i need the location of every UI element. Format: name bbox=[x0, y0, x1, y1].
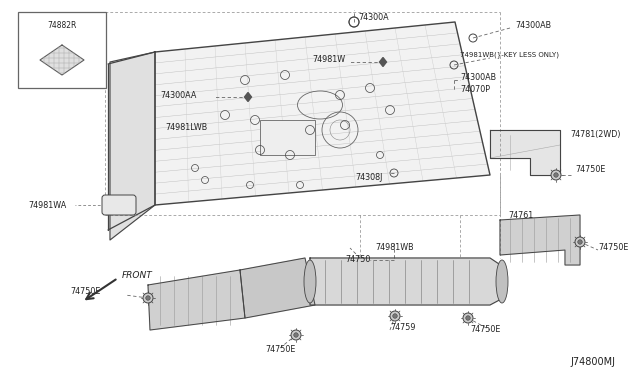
Text: 74750E: 74750E bbox=[70, 288, 100, 296]
Text: 74981WB(}-KEY LESS ONLY): 74981WB(}-KEY LESS ONLY) bbox=[460, 52, 559, 58]
Circle shape bbox=[554, 173, 558, 177]
Text: 74882R: 74882R bbox=[47, 22, 77, 31]
Text: 74300AA: 74300AA bbox=[160, 90, 196, 99]
Polygon shape bbox=[110, 52, 155, 240]
Circle shape bbox=[146, 296, 150, 300]
Text: 74750E: 74750E bbox=[575, 166, 605, 174]
Circle shape bbox=[294, 333, 298, 337]
Text: 74981W: 74981W bbox=[312, 55, 345, 64]
Circle shape bbox=[551, 170, 561, 180]
Text: 74750E: 74750E bbox=[598, 244, 628, 253]
Circle shape bbox=[291, 330, 301, 340]
Text: 74300AB: 74300AB bbox=[515, 20, 551, 29]
Text: 74308J: 74308J bbox=[355, 173, 382, 183]
Text: 74781(2WD): 74781(2WD) bbox=[570, 131, 621, 140]
Text: 74981WA: 74981WA bbox=[28, 201, 67, 209]
Polygon shape bbox=[500, 215, 580, 265]
Text: 74300A: 74300A bbox=[358, 13, 388, 22]
Polygon shape bbox=[490, 130, 560, 175]
Circle shape bbox=[466, 316, 470, 320]
Ellipse shape bbox=[496, 260, 508, 303]
Circle shape bbox=[393, 314, 397, 318]
Text: 74981LWB: 74981LWB bbox=[165, 124, 207, 132]
FancyBboxPatch shape bbox=[102, 195, 136, 215]
Polygon shape bbox=[310, 258, 505, 305]
Polygon shape bbox=[40, 45, 84, 75]
Text: 74750: 74750 bbox=[345, 256, 371, 264]
Text: 74750E: 74750E bbox=[470, 326, 500, 334]
Ellipse shape bbox=[304, 260, 316, 303]
Text: 74300AB: 74300AB bbox=[460, 74, 496, 83]
Polygon shape bbox=[155, 22, 490, 205]
Circle shape bbox=[143, 293, 153, 303]
Circle shape bbox=[390, 311, 400, 321]
Bar bbox=[18, 12, 106, 88]
Text: 74070P: 74070P bbox=[460, 86, 490, 94]
Text: FRONT: FRONT bbox=[122, 270, 153, 279]
Polygon shape bbox=[240, 258, 315, 318]
Text: 74981WB: 74981WB bbox=[375, 244, 413, 253]
Text: 74759: 74759 bbox=[390, 324, 415, 333]
Polygon shape bbox=[380, 58, 387, 67]
Bar bbox=[260, 120, 315, 155]
Circle shape bbox=[463, 313, 473, 323]
Text: 74761: 74761 bbox=[508, 211, 533, 219]
Circle shape bbox=[578, 240, 582, 244]
Polygon shape bbox=[244, 93, 252, 102]
Text: J74800MJ: J74800MJ bbox=[570, 357, 615, 367]
Text: 74750E: 74750E bbox=[265, 346, 296, 355]
Polygon shape bbox=[148, 270, 245, 330]
Circle shape bbox=[575, 237, 585, 247]
